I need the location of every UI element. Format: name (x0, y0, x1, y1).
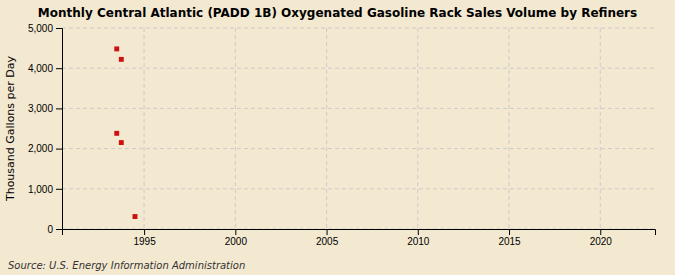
grid-line-x (600, 28, 601, 229)
grid-line-y (62, 188, 655, 189)
point (119, 140, 124, 145)
y-tick-label: 0 (47, 224, 53, 235)
points (114, 46, 137, 219)
x-tick-mark (418, 229, 419, 235)
x-tick-label: 2015 (498, 236, 521, 247)
point (119, 57, 124, 62)
grid-line-y (62, 108, 655, 109)
y-axis-line (56, 29, 63, 230)
chart: 1995 2000 2005 2010 2015 2020 0 1,000 2,000 3,000… (0, 0, 675, 275)
x-tick-label: 2010 (407, 236, 430, 247)
grid-line-x (417, 28, 418, 229)
title: Monthly Central Atlantic (PADD 1B) Oxyge… (38, 6, 637, 20)
plot-area: 1995 2000 2005 2010 2015 2020 0 1,000 2,000 3,000… (28, 23, 656, 247)
x-tick: 2020 (590, 229, 613, 247)
x-axis-line (63, 230, 656, 236)
y-axis-label: Thousand Gallons per Day (4, 55, 17, 202)
x-tick: 2000 (225, 229, 248, 247)
grid-line-y (62, 148, 655, 149)
y-tick-mark (56, 68, 62, 69)
point (133, 214, 138, 219)
y-tick-label: 2,000 (28, 143, 53, 154)
grid-line-x (326, 28, 327, 229)
point (114, 131, 119, 136)
x-tick-mark (327, 229, 328, 235)
y-tick-label: 1,000 (28, 184, 53, 195)
x-tick: 2010 (407, 229, 430, 247)
x-tick-label: 2005 (316, 236, 339, 247)
source-note: Source: U.S. Energy Information Administ… (8, 260, 245, 271)
x-tick-label: 2000 (225, 236, 248, 247)
grid-line-x (509, 28, 510, 229)
grid-line-x (235, 28, 236, 229)
y-tick: 2,000 (28, 143, 62, 154)
grid-line-x (144, 28, 145, 229)
y-tick-label: 3,000 (28, 103, 53, 114)
y-tick: 0 (47, 224, 62, 235)
y-tick: 3,000 (28, 103, 62, 114)
x-tick: 2005 (316, 229, 339, 247)
point (114, 46, 119, 51)
grid (62, 28, 655, 229)
grid-line-y (62, 68, 655, 69)
x-tick-mark (235, 229, 236, 235)
y-tick-label: 4,000 (28, 63, 53, 74)
x-tick-mark (509, 229, 510, 235)
x-tick: 1995 (133, 229, 156, 247)
grid-line-y (62, 28, 655, 29)
y-tick-mark (56, 28, 62, 29)
x-tick-mark (600, 229, 601, 235)
y-tick-label: 5,000 (28, 23, 53, 34)
x-tick-mark (144, 229, 145, 235)
y-tick: 1,000 (28, 184, 62, 195)
y-tick: 4,000 (28, 63, 62, 74)
y-tick: 5,000 (28, 23, 62, 34)
y-tick-mark (56, 149, 62, 150)
y-axis: 0 1,000 2,000 3,000 4,000 5,000 (28, 23, 63, 235)
y-tick-mark (56, 189, 62, 190)
y-tick-mark (56, 108, 62, 109)
x-tick-label: 2020 (590, 236, 613, 247)
y-tick-mark (56, 229, 62, 230)
x-tick: 2015 (498, 229, 521, 247)
x-tick-label: 1995 (133, 236, 156, 247)
x-axis: 1995 2000 2005 2010 2015 2020 (63, 229, 656, 247)
